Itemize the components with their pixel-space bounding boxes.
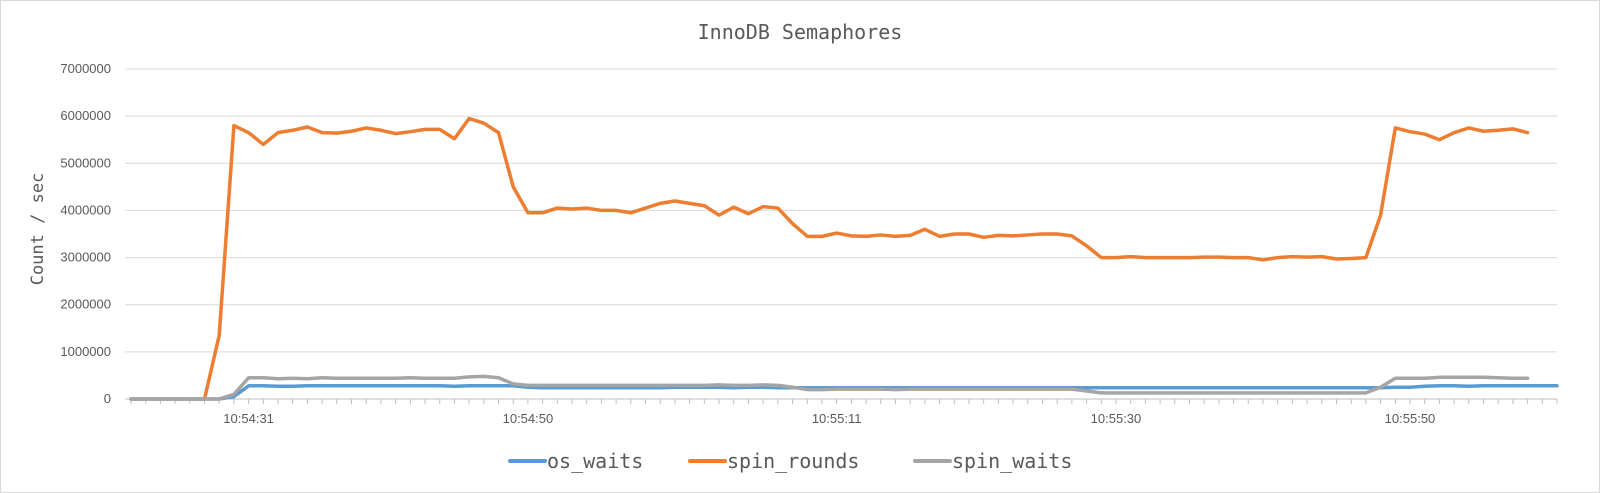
y-tick-label: 4000000 (60, 202, 111, 217)
y-tick-label: 1000000 (60, 344, 111, 359)
y-tick-label: 0 (104, 391, 111, 406)
y-axis-ticks: 0 1000000 2000000 3000000 4000000 5000000 6000… (60, 61, 111, 406)
series-line-spin-waits (129, 374, 1530, 401)
x-axis-ticks: 10:54:31 10:54:50 10:55:11 10:55:30 10:55:50 (125, 398, 1558, 426)
y-tick-label: 6000000 (60, 108, 111, 123)
y-axis-label: Count / sec (28, 173, 48, 286)
series-lines (129, 116, 1559, 401)
legend-label-os-waits: os_waits (547, 449, 643, 473)
y-tick-label: 2000000 (60, 297, 111, 312)
y-tick-label: 3000000 (60, 250, 111, 265)
legend-label-spin-waits: spin_waits (952, 449, 1072, 473)
x-tick-label: 10:55:30 (1091, 411, 1142, 426)
series-line-spin-rounds (129, 116, 1530, 401)
x-tick-label: 10:54:31 (223, 411, 274, 426)
x-tick-label: 10:55:50 (1385, 411, 1436, 426)
y-tick-label: 7000000 (60, 61, 111, 76)
legend: os_waits spin_rounds spin_waits (508, 449, 1072, 473)
y-tick-label: 5000000 (60, 155, 111, 170)
chart-title: InnoDB Semaphores (698, 20, 903, 44)
gridlines (125, 68, 1557, 353)
x-tick-label: 10:55:11 (812, 411, 862, 426)
x-tick-label: 10:54:50 (503, 411, 554, 426)
legend-label-spin-rounds: spin_rounds (727, 449, 859, 473)
